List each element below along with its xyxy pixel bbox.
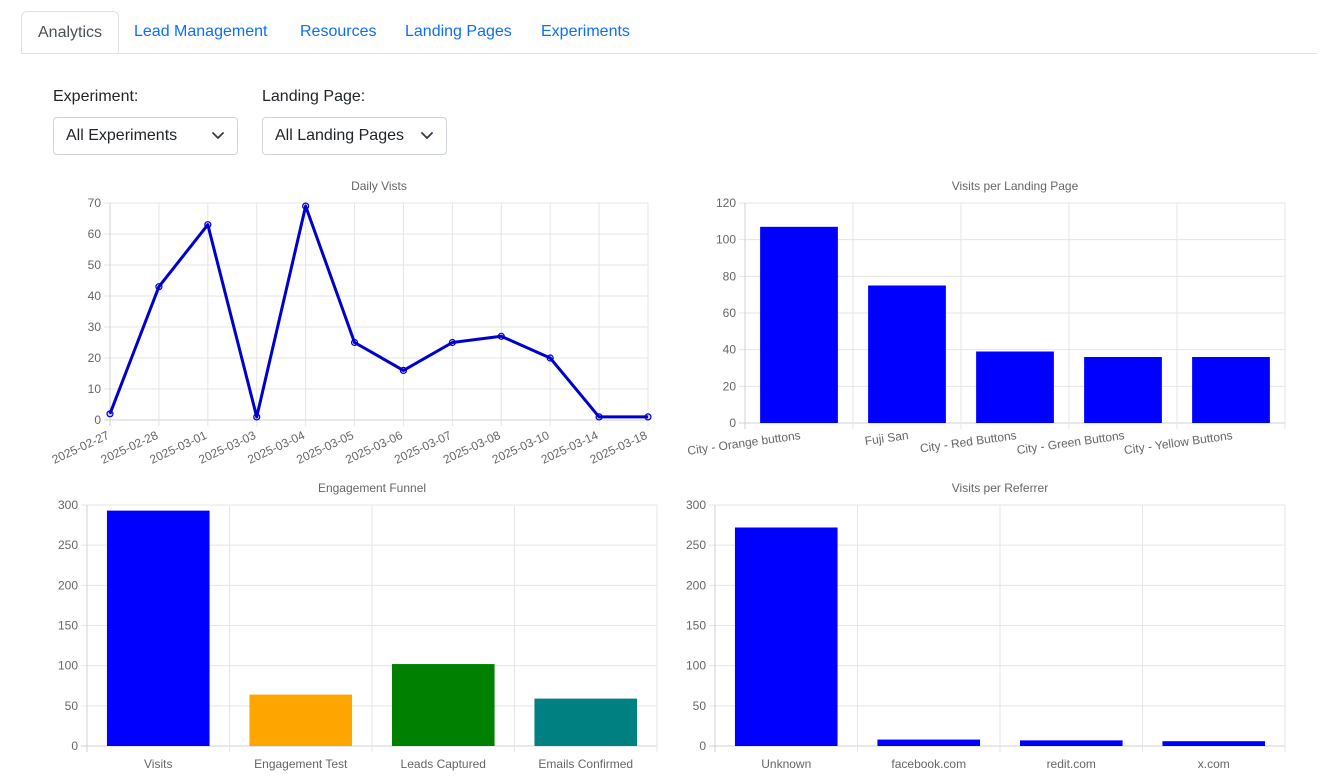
y-tick-label: 0	[94, 413, 101, 427]
y-tick-label: 20	[723, 379, 737, 393]
tab-analytics[interactable]: Analytics	[21, 11, 120, 53]
y-tick-label: 200	[58, 578, 78, 592]
experiment-filter-label: Experiment:	[53, 88, 139, 105]
y-tick-label: 100	[716, 233, 736, 247]
chart-title: Daily Vists	[351, 179, 407, 193]
y-tick-label: 10	[88, 382, 102, 396]
y-tick-label: 20	[88, 351, 102, 365]
y-tick-label: 50	[65, 699, 79, 713]
experiment-select-value: All Experiments	[66, 127, 178, 144]
experiment-select[interactable]: All Experiments	[53, 117, 238, 155]
chart-title: Visits per Referrer	[952, 481, 1048, 495]
bar	[868, 285, 946, 423]
landing-page-select-value: All Landing Pages	[275, 127, 404, 144]
chevron-down-icon	[212, 132, 224, 139]
y-tick-label: 50	[693, 699, 707, 713]
bar	[1019, 740, 1123, 746]
y-tick-label: 60	[723, 306, 737, 320]
x-tick-label: facebook.com	[891, 757, 966, 771]
bar	[976, 351, 1054, 423]
y-tick-label: 70	[88, 196, 102, 210]
data-point	[155, 283, 163, 291]
y-tick-label: 150	[58, 619, 78, 633]
data-point	[399, 366, 408, 374]
tab-landing-pages[interactable]: Landing Pages	[405, 23, 512, 40]
data-point	[448, 338, 456, 347]
bar	[534, 698, 638, 746]
data-point	[546, 354, 554, 362]
landing-page-select[interactable]: All Landing Pages	[262, 117, 447, 155]
y-tick-label: 60	[88, 227, 102, 241]
data-point	[497, 332, 505, 340]
data-point	[350, 338, 359, 347]
x-tick-label: Emails Confirmed	[538, 757, 633, 771]
y-tick-label: 30	[88, 320, 102, 334]
bar	[1084, 357, 1162, 423]
bar	[760, 226, 838, 423]
bar	[1192, 357, 1270, 423]
bar	[391, 664, 495, 746]
bar	[734, 527, 838, 746]
y-tick-label: 100	[58, 659, 78, 673]
tab-experiments[interactable]: Experiments	[541, 23, 630, 40]
y-tick-label: 0	[71, 739, 78, 753]
chart-title: Engagement Funnel	[318, 481, 426, 495]
x-tick-label: redit.com	[1047, 757, 1096, 771]
series-line	[108, 204, 648, 419]
data-point	[595, 413, 603, 421]
data-point	[106, 410, 114, 418]
x-tick-label: Engagement Test	[254, 757, 348, 771]
bar	[1162, 741, 1266, 746]
bar	[877, 739, 981, 746]
y-tick-label: 50	[88, 258, 102, 272]
x-tick-label: Fuji San	[864, 428, 910, 448]
data-point	[644, 413, 652, 421]
y-tick-label: 200	[686, 578, 706, 592]
chart-title: Visits per Landing Page	[952, 179, 1079, 193]
y-tick-label: 0	[729, 416, 736, 430]
y-tick-label: 300	[686, 498, 706, 512]
x-tick-label: Visits	[144, 757, 172, 771]
y-tick-label: 120	[716, 196, 736, 210]
y-tick-label: 40	[88, 289, 102, 303]
y-tick-label: 150	[686, 619, 706, 633]
y-tick-label: 250	[686, 538, 706, 552]
tab-lead-management[interactable]: Lead Management	[134, 23, 268, 40]
y-tick-label: 250	[58, 538, 78, 552]
y-tick-label: 80	[723, 269, 737, 283]
x-tick-label: x.com	[1198, 757, 1230, 771]
y-tick-label: 100	[686, 659, 706, 673]
y-tick-label: 40	[723, 343, 737, 357]
y-tick-label: 300	[58, 498, 78, 512]
tab-resources[interactable]: Resources	[300, 23, 377, 40]
landing-page-filter-label: Landing Page:	[262, 88, 366, 105]
data-point	[253, 413, 261, 421]
chevron-down-icon	[421, 132, 433, 139]
bar	[106, 510, 210, 746]
bar	[249, 694, 353, 746]
tab-bar: Analytics Lead Management Resources Land…	[21, 11, 1317, 54]
data-point	[302, 202, 310, 210]
data-point	[204, 221, 212, 229]
x-tick-label: Unknown	[761, 757, 811, 771]
y-tick-label: 0	[699, 739, 706, 753]
x-tick-label: Leads Captured	[401, 757, 486, 771]
